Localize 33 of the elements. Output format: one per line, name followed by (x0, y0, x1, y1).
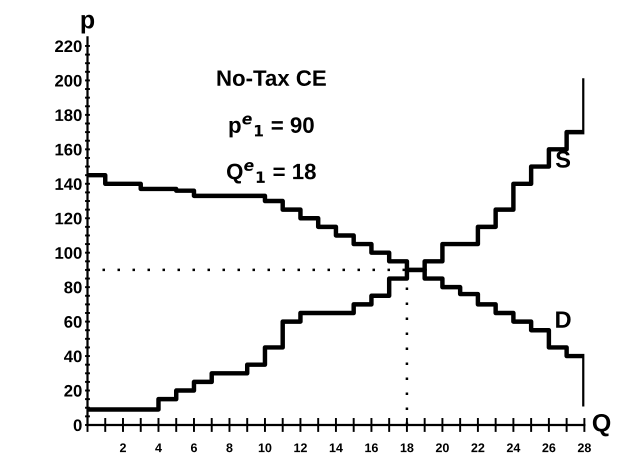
x-tick-label: 20 (436, 443, 449, 452)
series-label: S (556, 151, 570, 168)
x-axis-title: Q (592, 414, 610, 436)
x-tick-label: 24 (506, 443, 520, 452)
x-tick-label: 16 (365, 443, 378, 452)
annotation: No-Tax CE (217, 70, 326, 86)
y-tick-label: 200 (55, 74, 82, 87)
x-tick-label: 10 (258, 443, 272, 452)
y-tick-label: 20 (64, 384, 82, 397)
y-tick-label: 0 (74, 419, 82, 432)
x-tick-label: 26 (542, 443, 556, 452)
x-tick-label: 6 (190, 443, 197, 452)
annotation: p$^{e}$$_{1}$ = 90 (229, 116, 314, 138)
y-tick-label: 220 (55, 40, 82, 52)
x-tick-label: 22 (471, 443, 484, 452)
x-tick-label: 8 (226, 443, 233, 452)
y-tick-label: 60 (64, 316, 82, 328)
y-tick-label: 160 (56, 144, 82, 156)
y-axis-title: p (82, 14, 94, 34)
x-tick-label: 14 (330, 443, 343, 452)
x-tick-label: 12 (294, 443, 307, 452)
y-tick-label: 180 (56, 109, 82, 122)
y-tick-label: 120 (56, 212, 82, 224)
x-tick-label: 28 (578, 443, 591, 452)
x-tick-label: 2 (120, 443, 126, 452)
y-tick-label: 40 (64, 350, 82, 362)
annotation: Q$^{e}$$_{1}$ = 18 (227, 162, 316, 184)
x-tick-label: 18 (400, 443, 414, 452)
x-tick-label: 4 (155, 443, 162, 452)
y-tick-label: 140 (56, 178, 82, 190)
y-tick-label: 80 (64, 282, 82, 294)
series-label: D (556, 311, 571, 328)
y-tick-label: 100 (56, 247, 82, 259)
